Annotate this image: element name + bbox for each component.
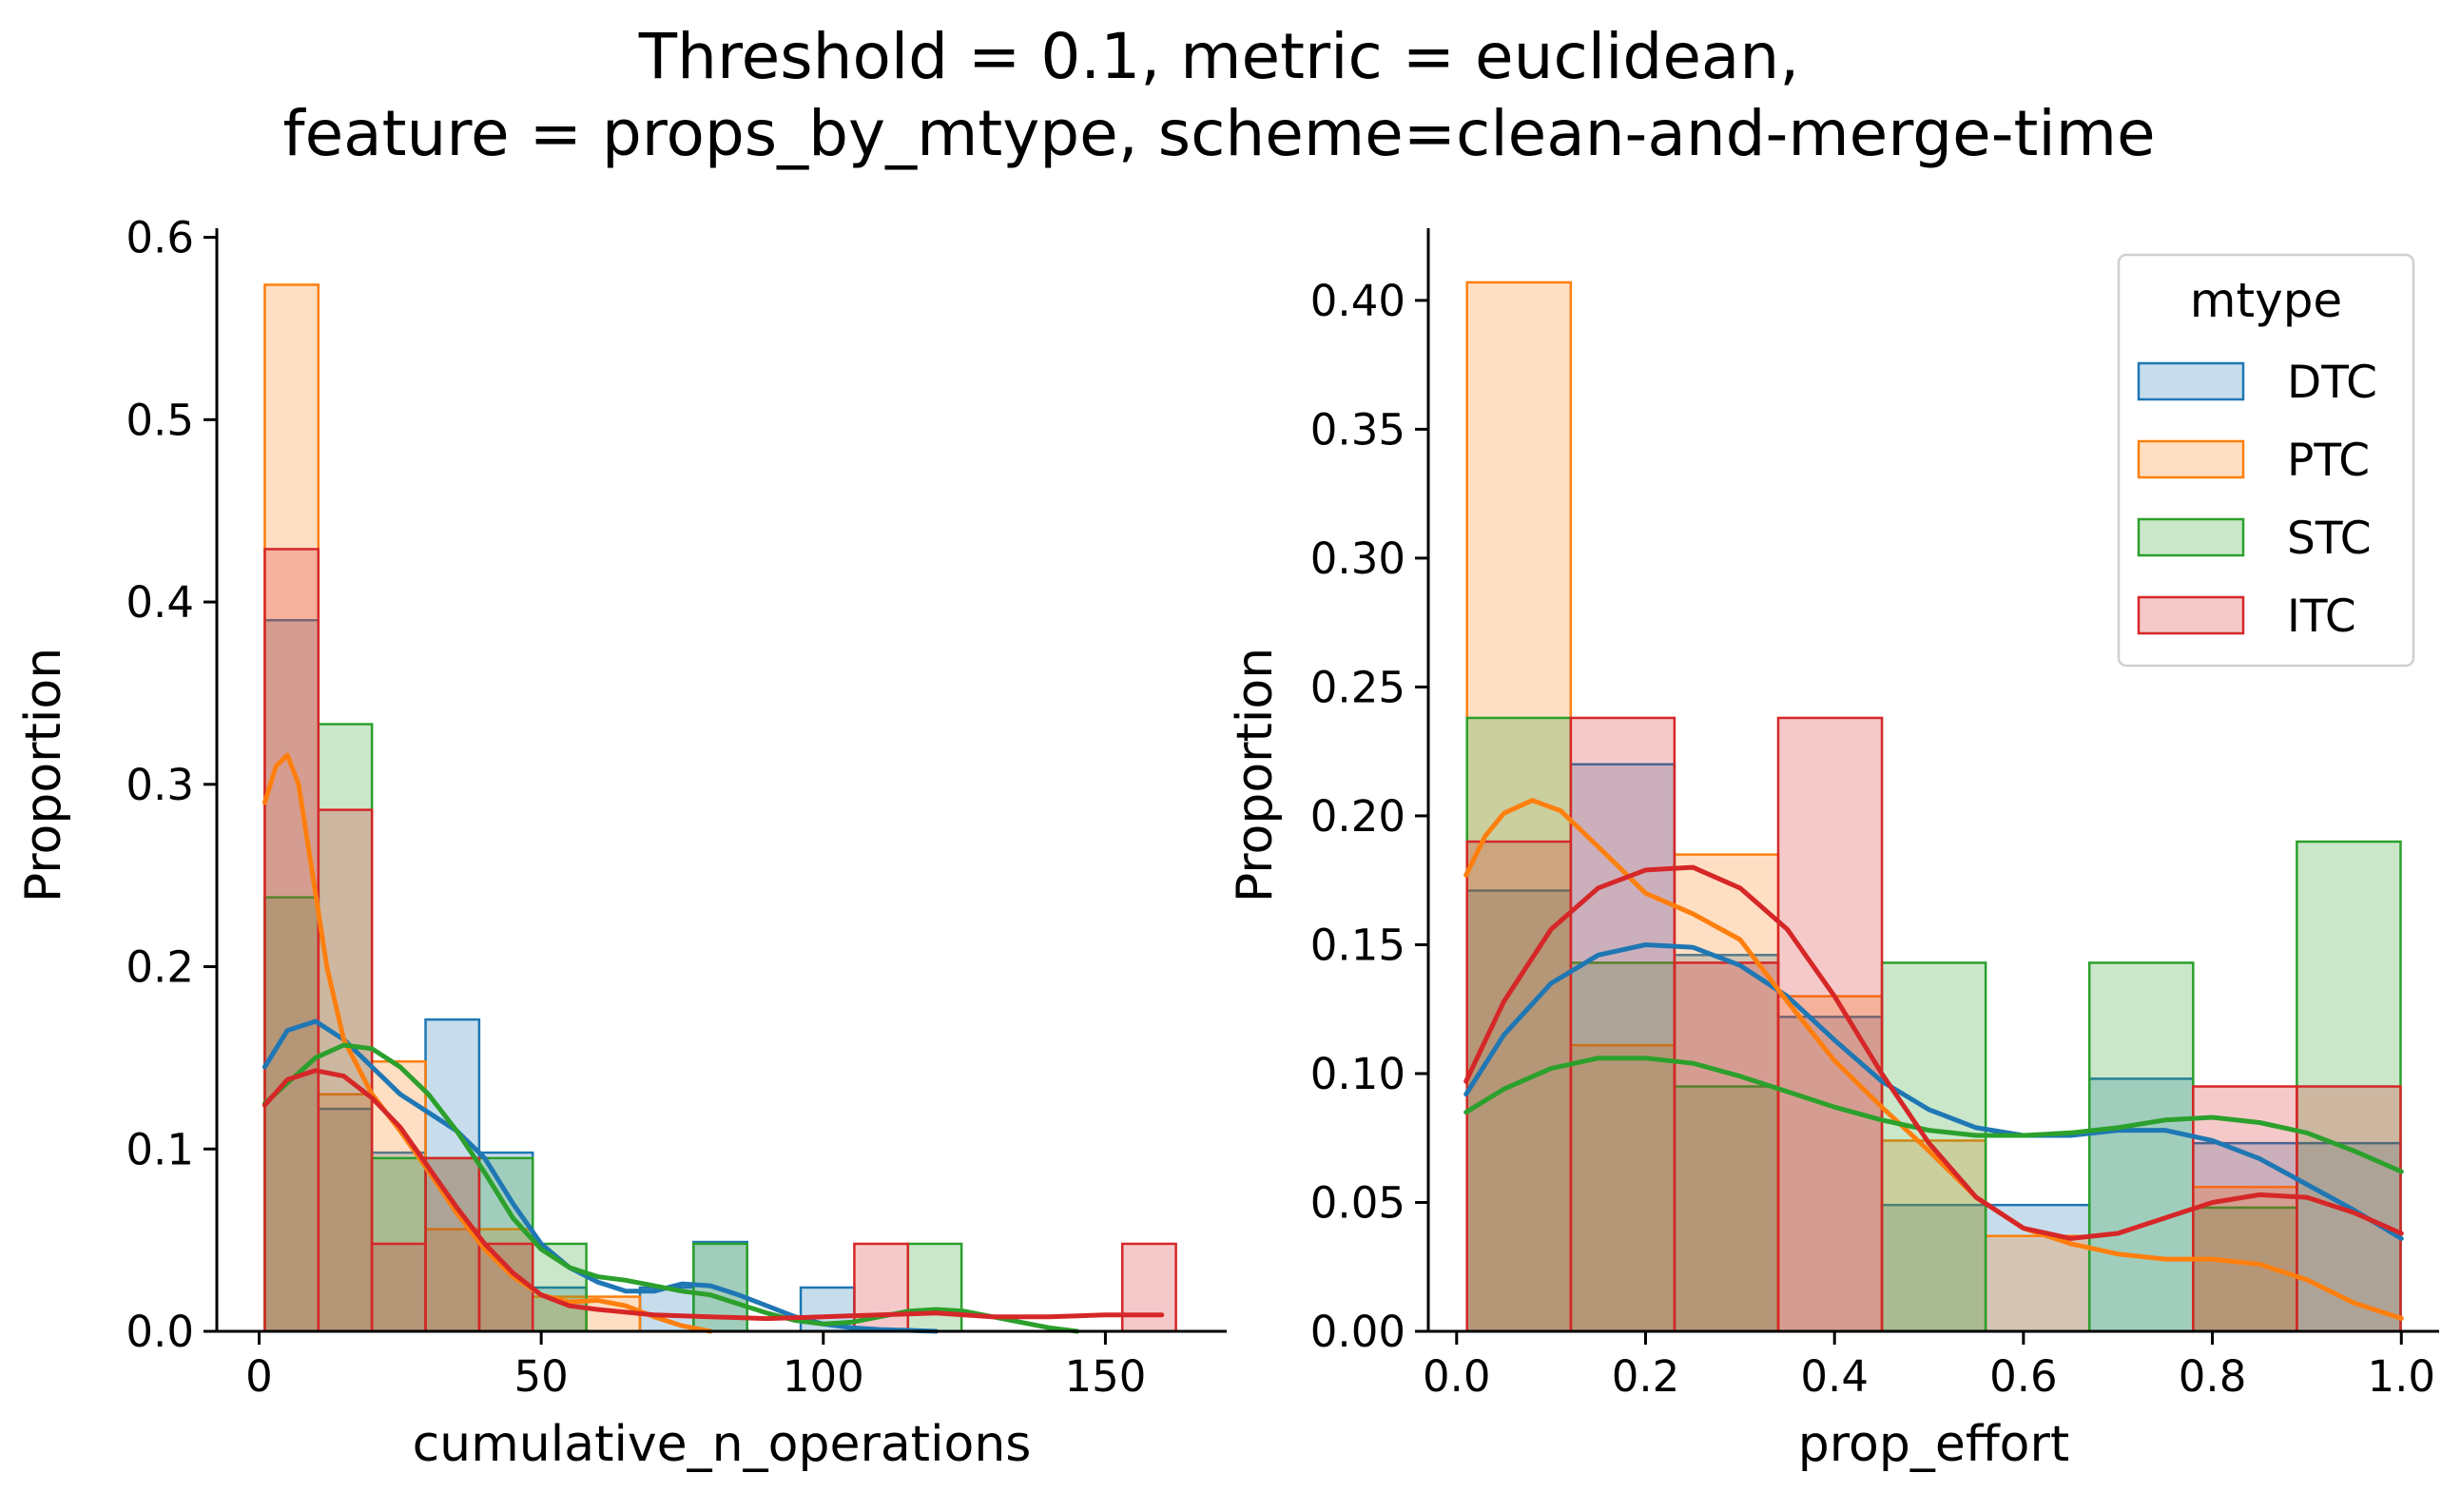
- kde-line-stc: [1463, 1056, 2404, 1174]
- bar-stc-3: [424, 1156, 481, 1333]
- y-tick-label: 0.4: [126, 577, 194, 628]
- bar-ptc-5: [1984, 1234, 2091, 1333]
- bar-dtc-1: [317, 1107, 374, 1333]
- legend-label-ptc: PTC: [2287, 435, 2370, 487]
- legend: mtype DTC PTC STC ITC: [2117, 253, 2415, 668]
- bars-ptc: [1465, 281, 2298, 1333]
- y-tick-label: 0.6: [126, 213, 194, 263]
- bar-ptc-1: [1569, 1043, 1676, 1333]
- legend-label-itc: ITC: [2287, 591, 2356, 643]
- bar-itc-0: [1465, 840, 1573, 1333]
- bar-itc-0: [263, 548, 320, 1333]
- y-tick-label: 0.10: [1310, 1049, 1405, 1099]
- y-tick-label: 0.1: [126, 1124, 194, 1174]
- bar-ptc-4: [1880, 1139, 1987, 1333]
- bar-itc-3: [1776, 716, 1884, 1333]
- legend-label-dtc: DTC: [2287, 357, 2377, 409]
- figure-title-line1: Threshold = 0.1, metric = euclidean,: [638, 20, 1799, 93]
- legend-swatch-ptc: [2137, 439, 2245, 479]
- bar-dtc-0: [263, 618, 320, 1333]
- y-tick-label: 0.05: [1310, 1177, 1405, 1228]
- left-histogram-panel: 0 50 100 150 0.0 0.1 0.2 0.3 0.4 0.5 0.6 cumulative…: [15, 213, 1227, 1473]
- y-tick-label: 0.30: [1310, 533, 1405, 584]
- y-tick-label: 0.00: [1310, 1307, 1405, 1357]
- x-tick-label: 0.2: [1612, 1351, 1680, 1402]
- x-tick-label: 0.4: [1800, 1351, 1869, 1402]
- bars-ptc: [263, 283, 642, 1333]
- x-tick-label: 100: [783, 1351, 864, 1402]
- legend-label-stc: STC: [2287, 513, 2372, 565]
- x-tick-label: 50: [514, 1351, 569, 1402]
- x-tick-label: 1.0: [2367, 1351, 2435, 1402]
- kde-line-ptc: [262, 752, 713, 1334]
- y-axis-label: Proportion: [1227, 648, 1284, 902]
- bar-itc-2: [370, 1242, 427, 1333]
- y-tick-label: 0.0: [126, 1307, 194, 1357]
- bar-stc-0: [1465, 716, 1573, 1333]
- bar-stc-12: [906, 1242, 963, 1333]
- bars-stc: [1465, 716, 2402, 1333]
- y-tick-label: 0.3: [126, 760, 194, 810]
- bar-itc-16: [1120, 1242, 1177, 1333]
- bars-stc: [263, 723, 963, 1333]
- y-tick-label: 0.35: [1310, 404, 1405, 455]
- kde-line-itc: [262, 1068, 1165, 1322]
- kde-line-ptc: [1463, 798, 2404, 1321]
- kde-line-stc: [262, 1042, 1080, 1334]
- legend-title: mtype: [2190, 273, 2342, 328]
- x-tick-label: 0.8: [2179, 1351, 2247, 1402]
- bar-dtc-1: [1569, 763, 1676, 1333]
- bar-dtc-5: [1984, 1203, 2091, 1333]
- bar-itc-2: [1673, 961, 1780, 1333]
- legend-swatch-itc: [2137, 595, 2245, 635]
- x-axis-label: cumulative_n_operations: [413, 1416, 1032, 1473]
- bar-stc-6: [2087, 961, 2195, 1333]
- y-axis-label: Proportion: [15, 648, 72, 902]
- bar-ptc-0: [263, 283, 320, 1333]
- x-tick-label: 0.6: [1989, 1351, 2058, 1402]
- y-tick-label: 0.40: [1310, 276, 1405, 326]
- legend-swatch-stc: [2137, 517, 2245, 557]
- bar-itc-4: [477, 1242, 534, 1333]
- y-tick-label: 0.20: [1310, 791, 1405, 842]
- figure-title-line2: feature = props_by_mtype, scheme=clean-a…: [282, 97, 2155, 170]
- x-tick-label: 0: [245, 1351, 273, 1402]
- y-tick-label: 0.15: [1310, 920, 1405, 970]
- bars-itc: [1465, 716, 2402, 1333]
- legend-frame: [2117, 253, 2415, 668]
- x-tick-label: 150: [1064, 1351, 1146, 1402]
- bar-itc-3: [424, 1156, 481, 1333]
- x-tick-label: 0.0: [1423, 1351, 1491, 1402]
- legend-swatch-dtc: [2137, 361, 2245, 401]
- kde-line-itc: [1463, 864, 2404, 1241]
- bar-dtc-0: [1465, 889, 1573, 1333]
- right-histogram-panel: 0.0 0.2 0.4 0.6 0.8 1.0 0.00 0.05 0.10 0.15 0.20 0.…: [1227, 228, 2439, 1473]
- y-tick-label: 0.2: [126, 942, 194, 993]
- bar-itc-1: [1569, 716, 1676, 1333]
- kde-line-dtc: [1463, 942, 2404, 1241]
- bars-dtc: [1465, 763, 2402, 1333]
- y-tick-label: 0.5: [126, 395, 194, 445]
- y-tick-label: 0.25: [1310, 662, 1405, 712]
- x-axis-label: prop_effort: [1798, 1416, 2069, 1473]
